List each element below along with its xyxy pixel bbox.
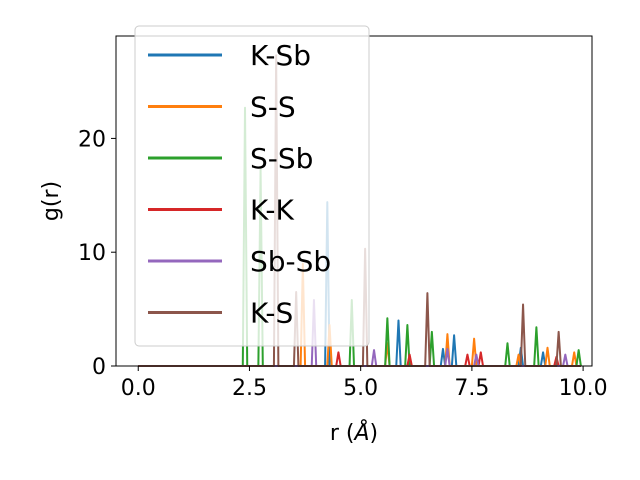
- legend-label-k-s: K-S: [250, 297, 293, 330]
- x-tick-label: 2.5: [232, 376, 267, 401]
- x-tick-label: 10.0: [559, 376, 608, 401]
- x-axis-label: r (Å): [330, 419, 378, 446]
- legend-label-s-s: S-S: [250, 91, 296, 124]
- y-axis: 0 10 20: [78, 127, 116, 380]
- y-tick-label: 20: [78, 127, 106, 152]
- legend-label-k-k: K-K: [250, 194, 295, 227]
- x-tick-label: 0.0: [121, 376, 156, 401]
- legend-label-s-sb: S-Sb: [250, 142, 313, 175]
- legend-label-sb-sb: Sb-Sb: [250, 245, 331, 278]
- y-tick-label: 10: [78, 241, 106, 266]
- legend-label-k-sb: K-Sb: [250, 39, 311, 72]
- series-line-k-k: [138, 351, 581, 367]
- x-tick-label: 7.5: [454, 376, 489, 401]
- y-axis-label: g(r): [39, 181, 64, 221]
- y-tick-label: 0: [92, 355, 106, 380]
- x-axis: 0.0 2.5 5.0 7.5 10.0: [121, 366, 608, 401]
- legend: K-Sb S-S S-Sb K-K Sb-Sb K-S: [134, 25, 370, 347]
- x-tick-label: 5.0: [343, 376, 378, 401]
